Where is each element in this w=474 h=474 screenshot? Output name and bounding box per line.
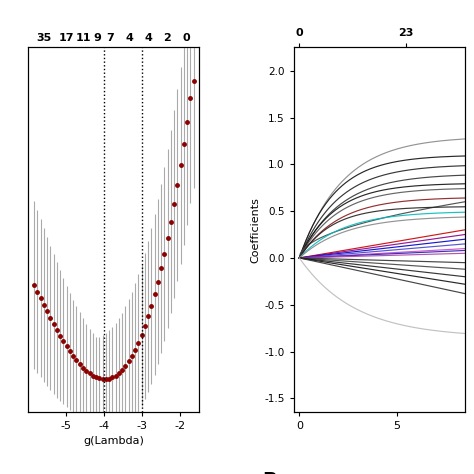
Y-axis label: Coefficients: Coefficients xyxy=(250,197,260,263)
Text: B: B xyxy=(263,471,277,474)
X-axis label: g(Lambda): g(Lambda) xyxy=(83,436,145,446)
